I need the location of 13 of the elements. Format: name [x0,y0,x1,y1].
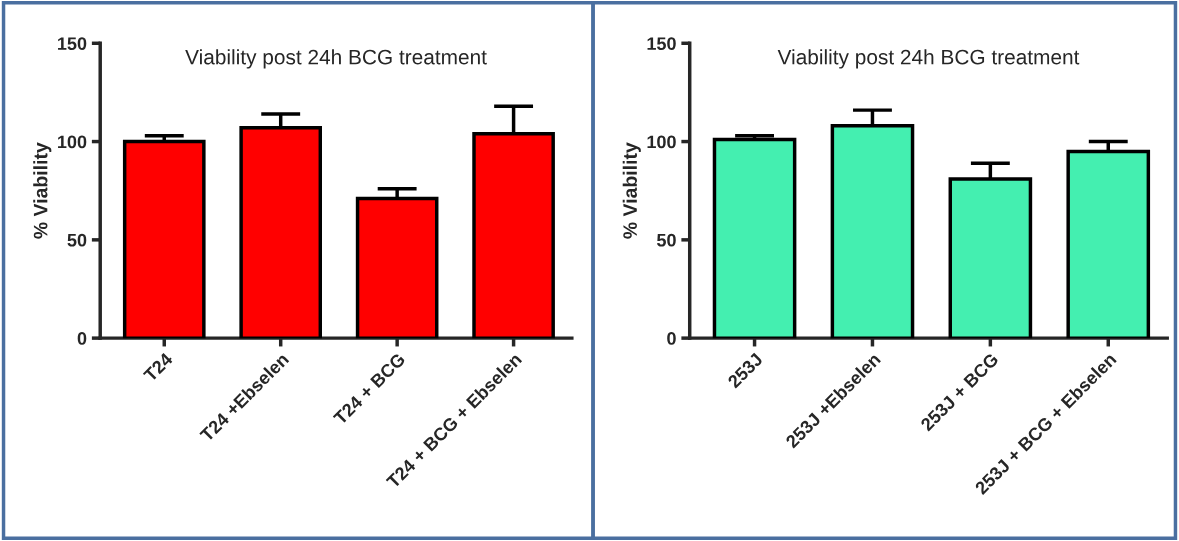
y-tick-label: 150 [58,37,87,50]
y-tick-label: 50 [67,233,87,247]
y-tick-label: 100 [647,135,676,149]
chart-title: Viability post 24h BCG treatment [777,49,1080,69]
y-tick-label: 50 [657,233,676,247]
chart-title: Viability post 24h BCG treatment [185,49,487,69]
y-axis-title: % Viability [33,142,52,239]
y-tick-label: 150 [647,37,676,50]
y-tick-label: 0 [77,332,87,345]
y-axis-title: % Viability [622,142,641,239]
y-tick-label: 100 [58,135,87,149]
y-tick-label: 0 [667,332,676,345]
x-tick-label: T24 [142,351,174,383]
